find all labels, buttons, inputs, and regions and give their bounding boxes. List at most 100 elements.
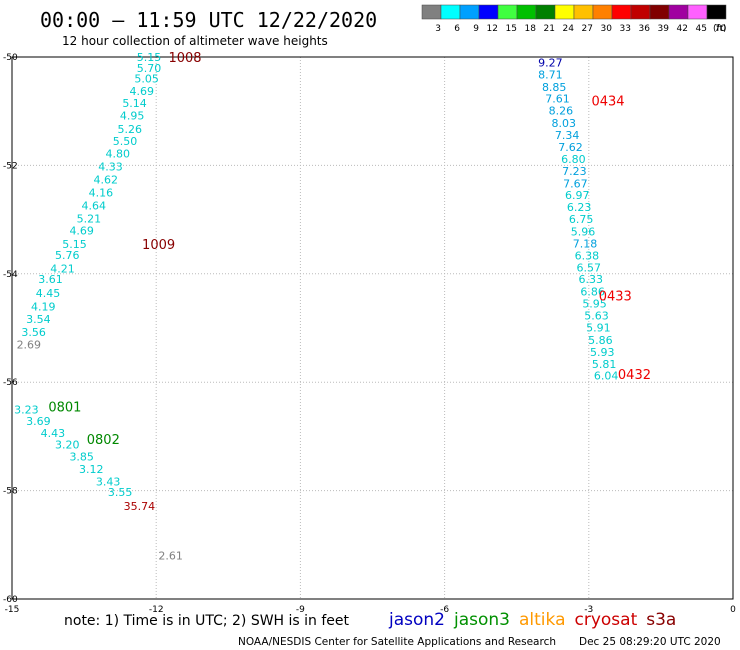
legend-label: 30: [601, 24, 613, 34]
y-tick-label: -60: [3, 595, 18, 605]
legend-swatch: [611, 4, 632, 20]
satellite-legend-entry: jason3: [453, 610, 510, 630]
legend-label: 24: [563, 24, 575, 34]
swh-point: 6.33: [578, 273, 603, 286]
y-tick-label: -52: [3, 161, 18, 171]
y-tick-label: -56: [3, 378, 18, 388]
swh-point: 6.86: [580, 286, 605, 299]
x-tick-label: -3: [584, 605, 593, 615]
swh-point: 7.67: [563, 177, 588, 190]
swh-point: 6.75: [569, 213, 594, 226]
x-tick-label: -12: [149, 605, 164, 615]
footer-note: note: 1) Time is in UTC; 2) SWH is in fe…: [64, 613, 350, 629]
swh-point: 7.62: [558, 141, 583, 154]
x-tick-label: -15: [5, 605, 20, 615]
swh-point: 3.54: [26, 313, 51, 326]
pass-time-label: 1009: [142, 238, 175, 253]
legend-swatch: [478, 4, 499, 20]
swh-point: 7.18: [573, 237, 598, 250]
swh-point: 5.15: [137, 51, 162, 64]
swh-point: 5.26: [118, 123, 143, 136]
plot-frame: [11, 56, 734, 600]
legend-swatch: [706, 4, 727, 20]
satellite-legend-entry: altika: [519, 610, 566, 630]
legend-label: 70: [715, 24, 727, 34]
legend-label: 27: [582, 24, 593, 34]
chart-subtitle: 12 hour collection of altimeter wave hei…: [62, 34, 328, 48]
swh-point: 8.85: [542, 81, 567, 94]
swh-point: 6.38: [575, 249, 600, 262]
satellite-legend-entry: cryosat: [575, 610, 638, 630]
y-tick-label: -50: [3, 53, 18, 63]
legend-label: 42: [677, 24, 688, 34]
legend-label: 6: [454, 24, 460, 34]
swh-point: 4.45: [36, 287, 61, 300]
swh-point: 3.43: [96, 475, 121, 488]
legend-unit: (ft): [713, 24, 727, 34]
legend-label: 15: [506, 24, 517, 34]
legend-label: 21: [544, 24, 555, 34]
plot-grid: [12, 57, 733, 599]
swh-point: 6.80: [561, 153, 586, 166]
swh-point: 5.81: [592, 358, 617, 371]
pass-time-label: 0434: [591, 94, 624, 109]
legend-label: 12: [487, 24, 498, 34]
swh-point: 2.61: [158, 550, 183, 563]
swh-point: 4.21: [50, 262, 75, 275]
swh-point: 3.61: [38, 273, 63, 286]
axis-ticks: -15 -12 -9 -6 -3 0 -50 -52 -54 -56 -58 -60: [3, 53, 736, 615]
swh-point: 5.95: [582, 298, 607, 311]
swh-point: 4.80: [105, 147, 130, 160]
y-tick-label: -54: [3, 270, 18, 280]
chart-title: 00:00 – 11:59 UTC 12/22/2020: [40, 8, 377, 32]
swh-point: 6.57: [577, 261, 602, 274]
swh-point: 5.76: [55, 249, 80, 262]
swh-point: 4.19: [31, 300, 56, 313]
swh-point: 6.23: [567, 201, 592, 214]
swh-point: 3.56: [21, 326, 46, 339]
swh-point: 8.03: [552, 117, 577, 130]
swh-point: 3.85: [69, 450, 94, 463]
legend-label: 36: [639, 24, 651, 34]
legend-label: 45: [696, 24, 707, 34]
swh-point: 3.12: [79, 463, 104, 476]
legend-swatch: [535, 4, 556, 20]
swh-point: 7.23: [562, 165, 587, 178]
legend-label: 9: [473, 24, 479, 34]
legend-swatch: [459, 4, 480, 20]
x-tick-label: -6: [440, 605, 449, 615]
x-tick-label: -9: [296, 605, 305, 615]
pass-time-label: 0801: [48, 401, 81, 416]
swh-point: 5.96: [571, 226, 596, 239]
legend-swatch: [440, 4, 461, 20]
legend-swatch: [497, 4, 518, 20]
satellite-legend-entry: s3a: [646, 610, 676, 630]
legend-label: 39: [658, 24, 670, 34]
legend-label: 33: [620, 24, 631, 34]
swh-point: 2.69: [17, 338, 42, 351]
swh-point: 5.91: [586, 321, 611, 334]
pass-time-label: 0432: [618, 368, 651, 383]
pass-time-label: 0433: [599, 289, 632, 304]
legend-swatch: [573, 4, 594, 20]
y-tick-label: -58: [3, 487, 18, 497]
swh-point: 8.71: [538, 68, 563, 81]
legend-swatch: [554, 4, 575, 20]
swh-point: 9.27: [538, 56, 563, 69]
legend-swatch: [516, 4, 537, 20]
swh-point: 4.95: [120, 110, 145, 123]
swh-point: 3.20: [55, 439, 80, 452]
swh-point: 4.69: [130, 85, 155, 98]
swh-point: 4.69: [69, 224, 94, 237]
credit-line: NOAA/NESDIS Center for Satellite Applica…: [238, 636, 556, 648]
color-legend: 3 6 9 12 15 18 21 24 27 30 33 36 39 42 45 70: [421, 4, 727, 34]
swh-point: 4.62: [93, 173, 118, 186]
pass-time-label: 0802: [87, 433, 120, 448]
swh-point: 5.15: [62, 238, 87, 251]
swh-point: 3.23: [14, 403, 39, 416]
swh-point: 7.34: [555, 129, 580, 142]
swh-point: 4.16: [89, 187, 114, 200]
swh-point: 6.04: [594, 370, 619, 383]
swh-point: 5.21: [77, 213, 102, 226]
